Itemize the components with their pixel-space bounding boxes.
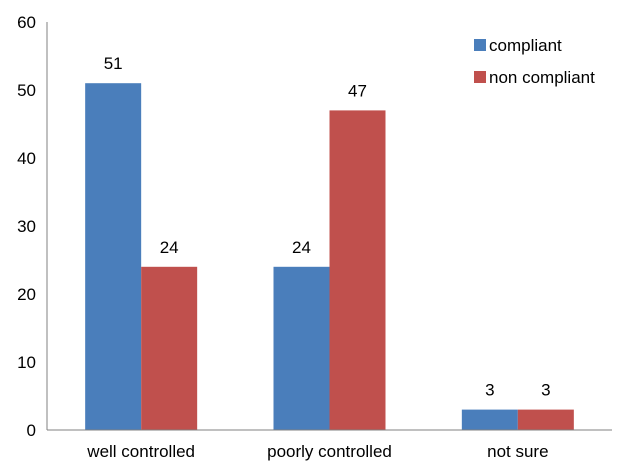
x-tick-label: not sure (487, 442, 548, 461)
data-label: 47 (348, 81, 367, 100)
legend-swatch (474, 71, 486, 83)
data-label: 24 (292, 238, 311, 257)
x-axis: well controlled poorly controlled not sure (47, 429, 612, 461)
legend: compliant non compliant (474, 36, 595, 87)
bar (85, 83, 142, 430)
legend-swatch (474, 39, 486, 51)
y-tick-label: 60 (17, 13, 36, 32)
bar (141, 266, 198, 430)
data-label: 3 (541, 381, 550, 400)
y-tick-label: 0 (27, 421, 36, 440)
data-label: 3 (485, 381, 494, 400)
y-tick-label: 30 (17, 217, 36, 236)
bar (273, 266, 330, 430)
legend-label: non compliant (489, 68, 595, 87)
y-tick-label: 50 (17, 81, 36, 100)
x-tick-label: poorly controlled (267, 442, 392, 461)
y-axis: 0 10 20 30 40 50 60 (17, 13, 48, 440)
y-tick-label: 10 (17, 353, 36, 372)
bars (85, 83, 574, 431)
data-label: 51 (104, 54, 123, 73)
data-labels: 51 24 24 47 3 3 (104, 54, 551, 399)
y-tick-label: 40 (17, 149, 36, 168)
legend-label: compliant (489, 36, 562, 55)
bar (461, 409, 518, 430)
y-tick-label: 20 (17, 285, 36, 304)
bar (329, 110, 386, 431)
bar (517, 409, 574, 430)
data-label: 24 (160, 238, 179, 257)
x-tick-label: well controlled (86, 442, 195, 461)
